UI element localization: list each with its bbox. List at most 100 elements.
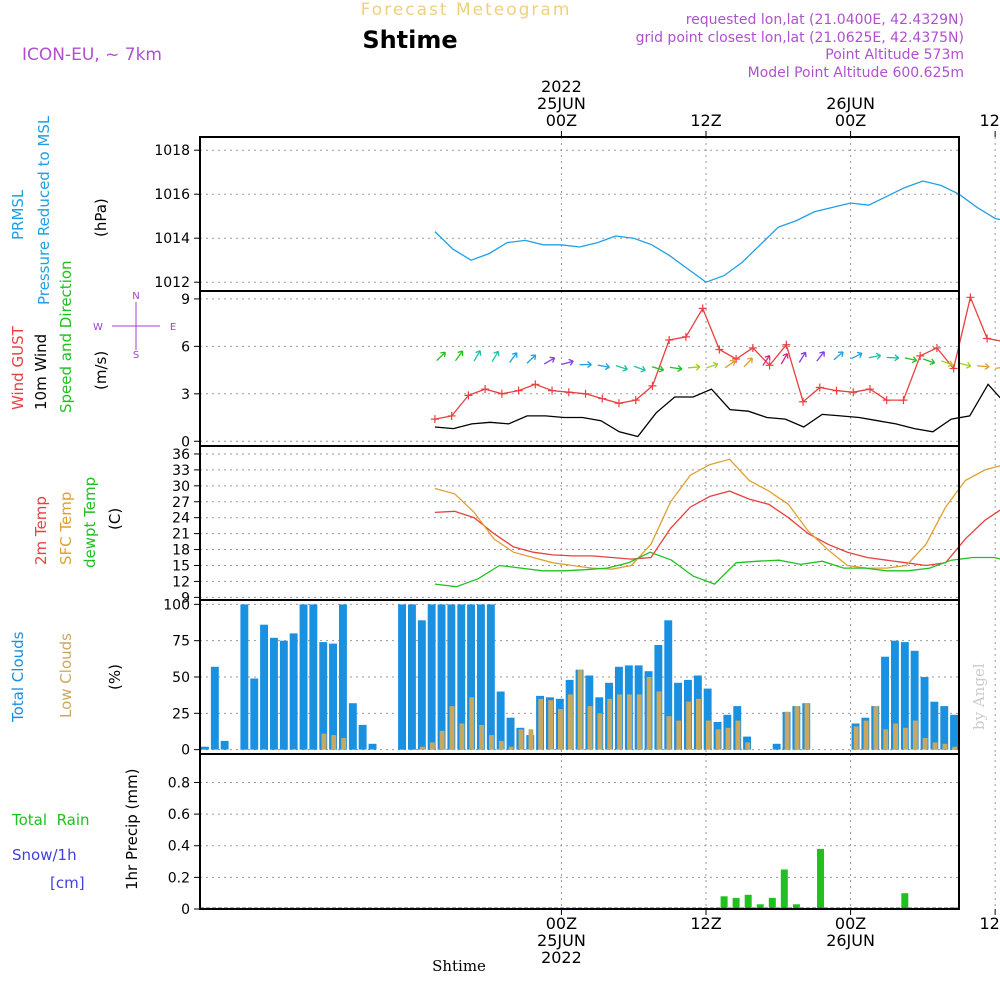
gust-point [648, 381, 657, 390]
low-clouds-bar [627, 694, 632, 750]
low-clouds-bar [656, 691, 662, 750]
bottom-time-label: 12Z [690, 914, 721, 933]
rain-bar [792, 904, 800, 909]
arrow-shaft [436, 351, 446, 362]
wind-direction-arrow [977, 363, 990, 371]
low-clouds-bar [321, 733, 327, 750]
total-clouds-bar [279, 640, 288, 750]
top-time-label: 2022 [541, 77, 582, 96]
model-label: ICON-EU, ~ 7km [22, 45, 162, 65]
rain-bar [780, 869, 788, 909]
top-time-label: 00Z [835, 111, 866, 130]
bottom-time-label: 00Z [835, 914, 866, 933]
series-line [434, 180, 1000, 283]
low-clouds-bar [420, 746, 425, 750]
arrow-shaft [651, 366, 664, 371]
arrow-head [856, 351, 863, 359]
arrow-shaft [669, 366, 682, 370]
total-clouds-bar [496, 691, 505, 750]
total-clouds-bar [506, 717, 515, 750]
gust-point [782, 340, 791, 349]
low-clouds-bar [528, 729, 534, 750]
gust-point [430, 415, 439, 424]
wind-direction-arrow [923, 358, 936, 366]
total-clouds-bar [891, 640, 899, 750]
low-clouds-bar [794, 706, 800, 750]
total-clouds-bar [664, 620, 673, 750]
rain-bar [756, 904, 764, 909]
gust-point [865, 385, 874, 394]
t2m-label: 2m Temp [32, 496, 50, 565]
total-clouds-bar [930, 701, 939, 750]
gust-point [598, 394, 607, 403]
gust-point [849, 388, 858, 397]
low-clouds-bar [548, 700, 554, 750]
gust-point [966, 293, 975, 302]
arrow-head [568, 358, 574, 366]
low-clouds-bar [853, 726, 859, 750]
gust-point [916, 351, 925, 360]
arrow-shaft [724, 360, 736, 369]
direction-label: Speed and Direction [57, 260, 75, 413]
series-line [434, 383, 1000, 438]
arrow-head [929, 358, 936, 366]
total-clouds-bar [427, 604, 436, 750]
y-tick-label: 1018 [154, 143, 190, 159]
arrow-head [493, 350, 500, 357]
arrow-head [549, 356, 556, 363]
low-clouds-bar [439, 730, 445, 750]
total-clouds-bar [920, 677, 929, 750]
wind-frame [199, 290, 960, 447]
arrow-head [730, 360, 736, 366]
low-clouds-bar [331, 735, 337, 750]
prmsl-unit: (hPa) [92, 198, 110, 237]
wind-direction-arrow [816, 351, 825, 362]
temp-frame [199, 445, 960, 601]
gust-point [681, 332, 690, 341]
clouds-unit: (%) [106, 664, 124, 690]
y-tick-label: 21 [172, 527, 190, 543]
bottom-time-label: 00Z [546, 914, 577, 933]
wind-label: 10m Wind [32, 334, 50, 410]
arrow-head [440, 351, 446, 358]
arrow-head [658, 365, 665, 373]
low-clouds-bar [479, 724, 485, 750]
rain-bar [744, 894, 752, 909]
wind-compass: N S W E [93, 291, 176, 361]
wind-direction-arrow [850, 351, 863, 360]
y-tick-label: 75 [172, 634, 190, 650]
y-tick-label: 33 [172, 463, 190, 479]
bottom-time-label: 2022 [541, 948, 582, 967]
arrow-head [695, 363, 701, 371]
gust-point [698, 304, 707, 313]
low-clouds-bar [932, 742, 938, 750]
arrow-head [782, 353, 789, 359]
arrow-shaft [977, 365, 990, 368]
arrow-shaft [526, 354, 537, 364]
arrow-head [530, 354, 537, 361]
y-tick-label: 27 [172, 495, 190, 511]
y-tick-label: 0.4 [168, 839, 190, 855]
y-tick-label: 0 [181, 902, 190, 918]
compass-e: E [170, 322, 176, 333]
low-clouds-bar [498, 740, 504, 750]
total-clouds-bar [447, 604, 456, 750]
wind-direction-arrow [833, 351, 844, 361]
gust-point [832, 386, 841, 395]
low-clouds-bar [942, 743, 948, 750]
gust-label: Wind GUST [9, 325, 27, 410]
arrow-shaft [904, 357, 917, 362]
wind-direction-arrow [959, 361, 972, 369]
total-clouds-bar [348, 703, 357, 750]
arrow-head [800, 351, 807, 358]
total-clouds-bar [358, 724, 367, 750]
arrow-head [457, 350, 464, 357]
low-clouds-bar [567, 694, 573, 750]
y-tick-label: 30 [172, 479, 190, 495]
gust-point [815, 383, 824, 392]
arrow-shaft [850, 352, 863, 360]
arrow-head [911, 356, 918, 364]
wind-unit: (m/s) [92, 351, 110, 390]
